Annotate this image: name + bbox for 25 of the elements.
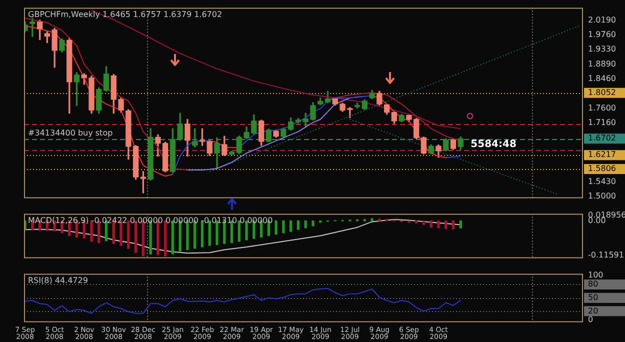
- y-tick-label: 1.5430: [588, 176, 616, 186]
- y-tick-label: 1.8460: [588, 74, 616, 84]
- y-tick-label: -0.11591: [588, 250, 624, 260]
- y-tick-label: 1.8052: [588, 88, 616, 97]
- y-tick-label: 100: [588, 270, 604, 280]
- y-tick-label: 2.0190: [588, 15, 616, 24]
- y-tick-label: 1.9760: [588, 30, 616, 40]
- y-tick-label: 1.9330: [588, 44, 616, 54]
- y-tick-label: 80: [588, 280, 598, 289]
- y-tick-label: 1.6702: [588, 134, 616, 143]
- chart-title: GBPCHFm,Weekly 1.6465 1.6757 1.6379 1.6702: [28, 10, 222, 19]
- y-tick-label: 20: [588, 306, 598, 316]
- y-tick-label: 1.6217: [588, 150, 616, 160]
- y-tick-label: 0.00: [588, 216, 606, 225]
- chart-title: RSI(8) 44.4729: [28, 276, 88, 285]
- ref-line-label: #34134400 buy stop: [28, 128, 113, 138]
- y-tick-label: 1.5806: [588, 164, 616, 174]
- chart-title: MACD(12,26,9) -0.02422 0.00000 0.00000 -0.01310 0.00000: [28, 216, 273, 225]
- y-tick-label: 1.7160: [588, 118, 616, 128]
- annotation: 5584:48: [470, 139, 516, 150]
- y-tick-label: 50: [588, 292, 598, 302]
- y-tick-label: 0: [588, 315, 594, 324]
- y-tick-label: 1.7600: [588, 103, 616, 112]
- y-tick-label: 1.5000: [588, 191, 616, 200]
- y-tick-label: 1.8890: [588, 60, 616, 69]
